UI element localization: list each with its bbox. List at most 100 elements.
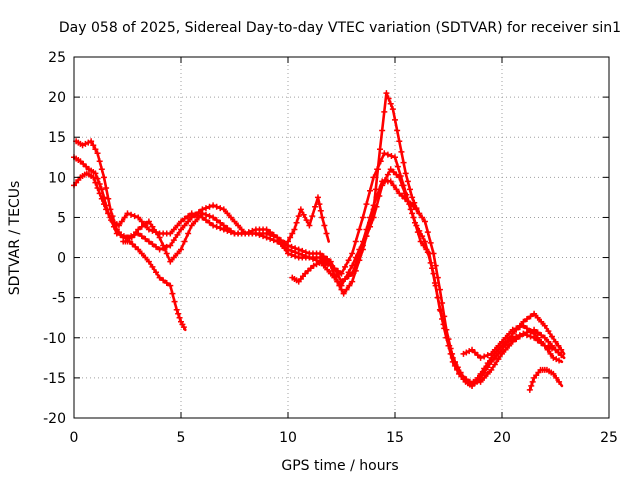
data-point-marker (556, 357, 563, 364)
data-point-marker (528, 382, 535, 389)
data-point-marker (349, 278, 356, 285)
data-point-marker (436, 286, 443, 293)
data-point-marker (174, 250, 181, 257)
data-point-marker (142, 254, 149, 261)
series-track-5 (289, 90, 420, 297)
data-point-marker (217, 219, 224, 226)
data-point-marker (370, 174, 377, 181)
data-point-marker (217, 225, 224, 232)
data-point-marker (327, 262, 334, 269)
data-point-marker (338, 270, 345, 277)
data-point-marker (111, 219, 118, 226)
data-point-marker (491, 346, 498, 353)
data-point-marker (397, 172, 404, 179)
data-point-marker (227, 227, 234, 234)
data-point-marker (332, 273, 339, 280)
data-point-marker (213, 203, 220, 210)
data-point-marker (451, 358, 458, 365)
data-point-marker (124, 210, 131, 217)
data-point-marker (449, 350, 456, 357)
data-point-marker (220, 206, 227, 213)
y-tick-label: -10 (43, 331, 66, 347)
data-point-marker (138, 233, 145, 240)
data-point-marker (210, 222, 217, 229)
data-point-marker (481, 353, 488, 360)
grid-lines (74, 57, 609, 418)
data-point-marker (340, 290, 347, 297)
data-point-marker (526, 386, 533, 393)
data-point-marker (295, 246, 302, 253)
series-track-6 (285, 194, 330, 245)
data-point-marker (411, 219, 418, 226)
data-point-marker (295, 213, 302, 220)
data-point-marker (545, 338, 552, 345)
data-point-marker (289, 230, 296, 237)
data-point-marker (499, 338, 505, 345)
data-point-marker (145, 238, 152, 245)
data-point-marker (541, 322, 548, 329)
y-tick-label: -5 (52, 291, 66, 307)
data-point-marker (138, 250, 145, 257)
data-point-marker (314, 194, 321, 201)
data-point-marker (420, 242, 427, 249)
data-point-marker (319, 214, 326, 221)
data-point-marker (411, 199, 418, 206)
data-point-marker (210, 214, 217, 221)
data-point-marker (202, 217, 209, 224)
data-point-marker (527, 333, 534, 340)
data-point-marker (402, 170, 409, 177)
data-point-marker (171, 298, 178, 305)
data-point-marker (210, 202, 217, 209)
data-point-marker (292, 245, 299, 252)
data-point-marker (128, 211, 135, 218)
data-point-marker (270, 231, 277, 238)
data-point-marker (538, 318, 545, 325)
data-point-marker (506, 337, 513, 344)
series-track-7 (460, 322, 564, 364)
data-point-marker (392, 154, 398, 161)
data-point-marker (523, 332, 530, 339)
data-point-marker (388, 152, 395, 159)
data-point-marker (92, 146, 99, 153)
data-point-marker (220, 222, 227, 229)
data-point-marker (359, 246, 366, 253)
x-tick-label: 10 (279, 430, 297, 446)
data-point-marker (346, 282, 353, 289)
data-point-marker (477, 354, 484, 361)
data-point-marker (404, 178, 411, 185)
data-point-marker (509, 334, 516, 341)
data-point-marker (142, 221, 149, 228)
data-point-marker (363, 233, 370, 240)
data-point-marker (88, 138, 95, 145)
data-point-marker (471, 378, 478, 385)
data-point-marker (185, 230, 192, 237)
data-point-marker (429, 265, 436, 272)
x-axis-label: GPS time / hours (281, 458, 398, 474)
data-point-marker (419, 214, 426, 221)
data-point-marker (491, 361, 498, 368)
data-point-marker (356, 257, 363, 264)
data-point-marker (92, 179, 99, 186)
data-point-marker (367, 219, 374, 226)
data-point-marker (245, 229, 252, 236)
data-point-marker (96, 158, 103, 165)
y-tick-label: -20 (43, 411, 66, 427)
data-point-marker (321, 222, 328, 229)
data-point-marker (291, 226, 298, 233)
data-point-marker (437, 308, 444, 315)
data-point-marker (488, 350, 495, 357)
data-point-marker (379, 182, 386, 189)
data-point-marker (527, 313, 534, 320)
data-point-marker (317, 207, 324, 214)
data-point-marker (443, 334, 450, 341)
data-point-marker (495, 356, 502, 363)
data-point-marker (513, 325, 520, 332)
data-point-marker (131, 213, 138, 220)
data-point-marker (90, 142, 97, 149)
data-series (71, 90, 566, 393)
data-point-marker (206, 203, 213, 210)
data-point-marker (135, 214, 142, 221)
data-point-marker (105, 210, 112, 217)
data-point-marker (323, 230, 330, 237)
data-point-marker (550, 370, 557, 377)
